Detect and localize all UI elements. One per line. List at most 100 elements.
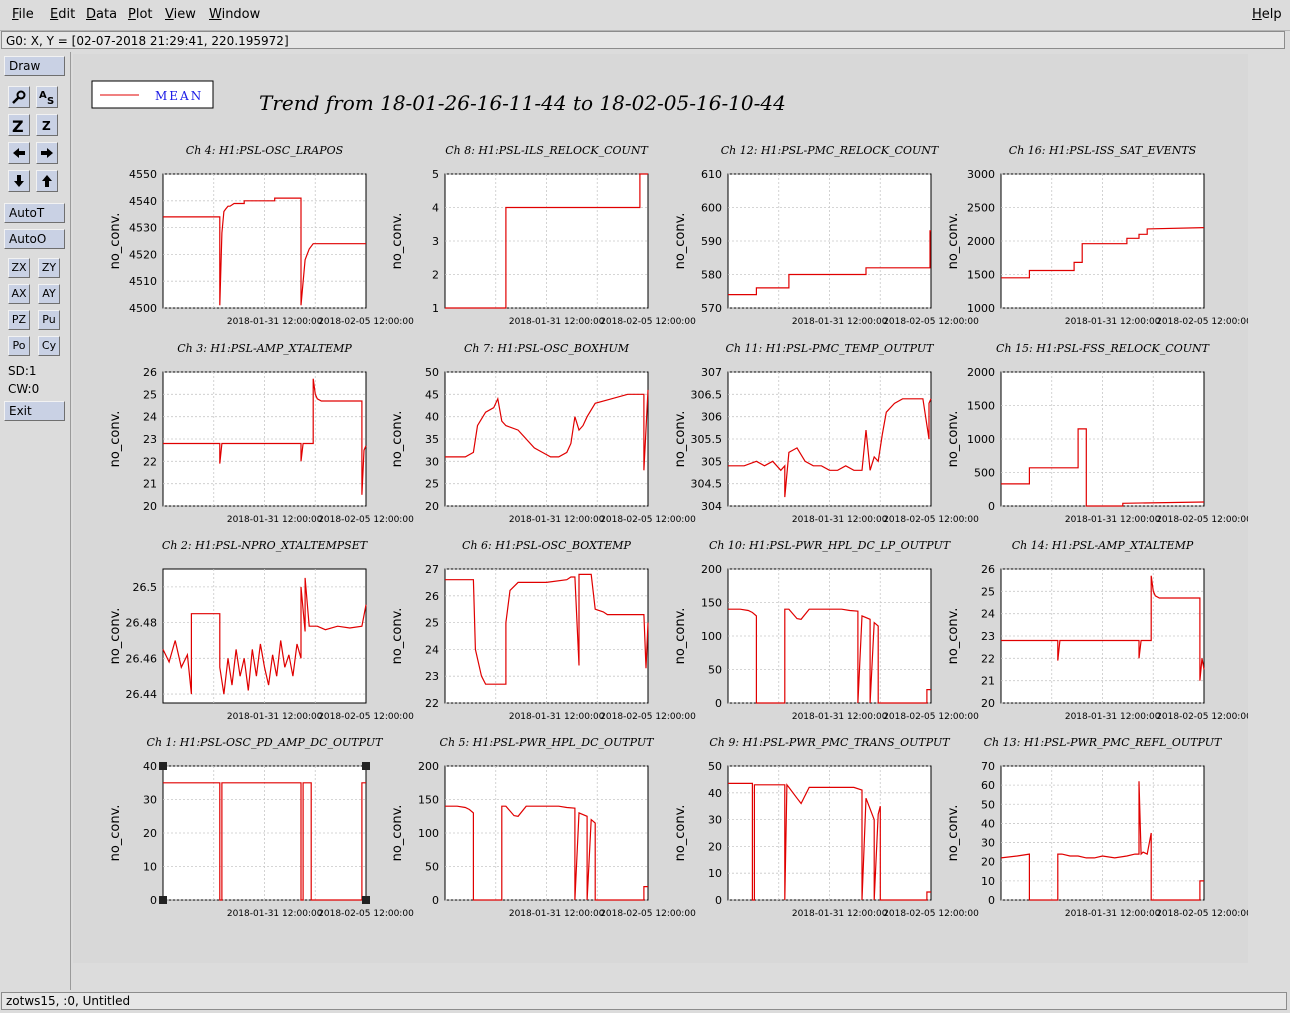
po-button[interactable]: Po bbox=[8, 336, 30, 356]
x-tick-label: 2018-02-05 12:00:00 bbox=[318, 317, 414, 327]
y-tick-label: 306 bbox=[701, 411, 722, 424]
chart-11[interactable]: Ch 10: H1:PSL-PWR_HPL_DC_LP_OUTPUT 0 50 100… bbox=[673, 539, 979, 722]
status-bar: zotws15, :0, Untitled bbox=[1, 992, 1287, 1010]
chart-10[interactable]: Ch 6: H1:PSL-OSC_BOXTEMP 22 23 24 25 26 27 2018… bbox=[390, 539, 696, 722]
y-tick-label: 40 bbox=[708, 787, 722, 800]
plot-frame bbox=[444, 568, 649, 704]
y-tick-label: 25 bbox=[425, 478, 439, 491]
y-axis-label: no_conv. bbox=[390, 213, 405, 270]
menu-edit[interactable]: Edit bbox=[50, 7, 76, 22]
y-tick-label: 26 bbox=[981, 563, 995, 576]
exit-button[interactable]: Exit bbox=[4, 401, 65, 421]
plot-area[interactable]: MEAN Trend from 18-01-26-16-11-44 to 18-… bbox=[73, 54, 1248, 963]
y-tick-label: 580 bbox=[701, 269, 722, 282]
chart-4[interactable]: Ch 16: H1:PSL-ISS_SAT_EVENTS 1000 1500 2000… bbox=[946, 144, 1248, 327]
y-tick-label: 10 bbox=[143, 861, 157, 874]
data-series-mean bbox=[445, 389, 649, 471]
chart-1[interactable]: Ch 4: H1:PSL-OSC_LRAPOS 4500 4510 4520 4530 4… bbox=[108, 144, 414, 327]
ax-button[interactable]: AX bbox=[8, 284, 30, 304]
legend-box: MEAN bbox=[91, 80, 214, 109]
chart-15[interactable]: Ch 9: H1:PSL-PWR_PMC_TRANS_OUTPUT 0 10 20 30… bbox=[673, 736, 979, 919]
axis-scale-icon: AS bbox=[39, 90, 54, 106]
selection-handle[interactable] bbox=[362, 896, 370, 904]
chart-9[interactable]: Ch 2: H1:PSL-NPRO_XTALTEMPSET 26.44 26.46 2… bbox=[108, 539, 414, 722]
y-tick-label: 306.5 bbox=[691, 388, 723, 401]
y-tick-label: 4500 bbox=[129, 302, 157, 315]
x-tick-label: 2018-02-05 12:00:00 bbox=[318, 515, 414, 525]
x-tick-label: 2018-01-31 12:00:00 bbox=[792, 515, 888, 525]
pz-button[interactable]: PZ bbox=[8, 310, 30, 330]
selection-handle[interactable] bbox=[159, 896, 167, 904]
selection-handle[interactable] bbox=[159, 762, 167, 770]
y-axis-label: no_conv. bbox=[673, 608, 688, 665]
y-tick-label: 21 bbox=[981, 675, 995, 688]
y-tick-label: 304 bbox=[701, 500, 722, 513]
zoom-in-button[interactable]: Z bbox=[8, 114, 30, 136]
zy-button[interactable]: ZY bbox=[38, 258, 60, 278]
y-tick-label: 30 bbox=[143, 794, 157, 807]
x-tick-label: 2018-01-31 12:00:00 bbox=[509, 515, 605, 525]
pan-up-button[interactable] bbox=[36, 170, 58, 192]
menu-view[interactable]: View bbox=[165, 7, 196, 22]
y-tick-label: 0 bbox=[988, 500, 995, 513]
chart-16[interactable]: Ch 13: H1:PSL-PWR_PMC_REFL_OUTPUT 0 10 20 30… bbox=[946, 736, 1248, 919]
y-tick-label: 307 bbox=[701, 366, 722, 379]
zoom-out-button[interactable]: Z bbox=[36, 114, 58, 136]
pan-left-button[interactable] bbox=[8, 142, 30, 164]
chart-8[interactable]: Ch 15: H1:PSL-FSS_RELOCK_COUNT 0 500 1000 15… bbox=[946, 342, 1248, 525]
y-tick-label: 610 bbox=[701, 168, 722, 181]
selection-handle[interactable] bbox=[362, 762, 370, 770]
x-tick-label: 2018-02-05 12:00:00 bbox=[318, 712, 414, 722]
x-tick-label: 2018-02-05 12:00:00 bbox=[883, 712, 979, 722]
menu-help[interactable]: Help bbox=[1252, 7, 1282, 22]
chart-5[interactable]: Ch 3: H1:PSL-AMP_XTALTEMP 20 21 22 23 24 25 26 2… bbox=[108, 342, 414, 525]
chart-12[interactable]: Ch 14: H1:PSL-AMP_XTALTEMP 20 21 22 23 24 25 26… bbox=[946, 539, 1248, 722]
chart-2[interactable]: Ch 8: H1:PSL-ILS_RELOCK_COUNT 1 2 3 4 5 2018-0… bbox=[390, 144, 696, 327]
pan-down-button[interactable] bbox=[8, 170, 30, 192]
menu-window[interactable]: Window bbox=[209, 7, 261, 22]
chart-13[interactable]: Ch 1: H1:PSL-OSC_PD_AMP_DC_OUTPUT 0 10 20 30… bbox=[108, 736, 414, 919]
x-tick-label: 2018-02-05 12:00:00 bbox=[600, 712, 696, 722]
autoo-button[interactable]: AutoO bbox=[4, 229, 65, 249]
y-tick-label: 305 bbox=[701, 455, 722, 468]
menu-plot[interactable]: Plot bbox=[128, 7, 153, 22]
zx-button[interactable]: ZX bbox=[8, 258, 30, 278]
chart-7[interactable]: Ch 11: H1:PSL-PMC_TEMP_OUTPUT 304 304.5 305… bbox=[673, 342, 979, 525]
magnifier-icon bbox=[12, 90, 26, 104]
x-tick-label: 2018-02-05 12:00:00 bbox=[600, 909, 696, 919]
pan-right-button[interactable] bbox=[36, 142, 58, 164]
y-tick-label: 40 bbox=[143, 760, 157, 773]
chart-6[interactable]: Ch 7: H1:PSL-OSC_BOXHUM 20 25 30 35 40 45 50 201… bbox=[390, 342, 696, 525]
autot-button[interactable]: AutoT bbox=[4, 203, 65, 223]
y-tick-label: 20 bbox=[143, 500, 157, 513]
y-tick-label: 24 bbox=[143, 411, 157, 424]
charts-grid: Ch 4: H1:PSL-OSC_LRAPOS45004510452045304… bbox=[108, 144, 1248, 919]
x-tick-label: 2018-02-05 12:00:00 bbox=[1156, 317, 1248, 327]
y-tick-label: 0 bbox=[432, 894, 439, 907]
menu-data[interactable]: Data bbox=[86, 7, 118, 22]
chart-14[interactable]: Ch 5: H1:PSL-PWR_HPL_DC_OUTPUT 0 50 100 150 2… bbox=[390, 736, 696, 919]
y-tick-label: 45 bbox=[425, 388, 439, 401]
plot-frame bbox=[727, 765, 932, 901]
y-tick-label: 500 bbox=[974, 467, 995, 480]
y-tick-label: 21 bbox=[143, 478, 157, 491]
trend-plot-canvas[interactable]: MEAN Trend from 18-01-26-16-11-44 to 18-… bbox=[73, 54, 1248, 963]
zoom-z-small-icon: Z bbox=[42, 119, 51, 133]
y-tick-label: 25 bbox=[981, 585, 995, 598]
arrow-left-icon bbox=[13, 148, 25, 158]
zoom-tool-button[interactable] bbox=[8, 86, 30, 108]
menu-file[interactable]: File bbox=[12, 7, 34, 22]
x-tick-label: 2018-01-31 12:00:00 bbox=[792, 712, 888, 722]
chart-3[interactable]: Ch 12: H1:PSL-PMC_RELOCK_COUNT 570 580 590 6… bbox=[673, 144, 979, 327]
draw-button[interactable]: Draw bbox=[4, 56, 65, 76]
y-tick-label: 50 bbox=[981, 798, 995, 811]
ay-button[interactable]: AY bbox=[38, 284, 60, 304]
chart-title: Ch 5: H1:PSL-PWR_HPL_DC_OUTPUT bbox=[440, 736, 656, 749]
x-tick-label: 2018-02-05 12:00:00 bbox=[883, 909, 979, 919]
pu-button[interactable]: Pu bbox=[38, 310, 60, 330]
y-tick-label: 570 bbox=[701, 302, 722, 315]
cy-button[interactable]: Cy bbox=[38, 336, 60, 356]
y-tick-label: 26.48 bbox=[126, 617, 158, 630]
